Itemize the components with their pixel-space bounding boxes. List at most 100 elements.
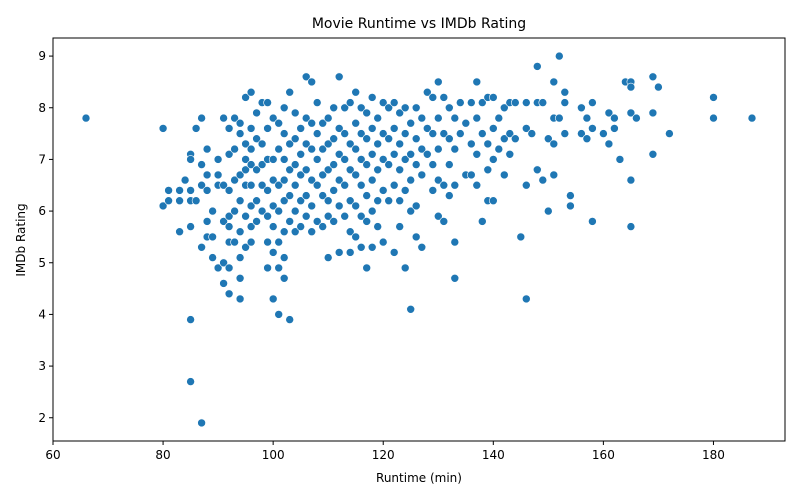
data-point: [323, 211, 333, 221]
data-point: [197, 243, 206, 252]
data-point: [521, 180, 531, 190]
data-point: [279, 196, 289, 205]
data-point: [477, 98, 487, 107]
data-point: [422, 124, 432, 133]
data-point: [197, 418, 206, 428]
data-point: [367, 206, 377, 216]
data-point: [224, 289, 234, 299]
data-point: [334, 175, 344, 185]
data-point: [367, 243, 377, 252]
data-point: [400, 129, 410, 138]
data-point: [290, 180, 300, 190]
data-point: [709, 113, 718, 123]
data-point: [599, 129, 608, 138]
data-point: [334, 150, 344, 159]
data-point: [252, 196, 261, 205]
plot-area-frame: [52, 37, 786, 442]
y-tick-label: 7: [38, 152, 46, 166]
data-point: [318, 144, 328, 154]
data-point: [252, 108, 261, 118]
data-point: [241, 165, 250, 175]
data-point: [521, 124, 531, 133]
y-tick-label: 3: [38, 359, 46, 373]
data-point: [516, 232, 526, 242]
data-point: [268, 175, 278, 185]
data-point: [351, 118, 361, 128]
data-point: [450, 144, 460, 154]
data-point: [543, 206, 553, 216]
data-point: [499, 103, 509, 113]
data-point: [252, 165, 261, 175]
data-point: [477, 217, 487, 226]
data-point: [290, 206, 300, 216]
data-point: [588, 98, 597, 107]
data-point: [351, 170, 361, 180]
data-point: [356, 180, 366, 190]
data-point: [175, 186, 184, 195]
data-point: [428, 160, 438, 169]
data-point: [554, 113, 564, 123]
data-point: [411, 232, 421, 242]
data-point: [230, 237, 239, 247]
y-tick-label: 8: [38, 101, 46, 115]
data-point: [433, 175, 443, 185]
data-point: [235, 273, 245, 283]
data-point: [340, 103, 350, 113]
data-point: [444, 191, 454, 200]
data-point: [81, 113, 91, 123]
data-point: [186, 315, 195, 324]
data-point: [329, 186, 339, 195]
data-point: [351, 87, 361, 97]
x-tick-label: 80: [155, 448, 170, 462]
data-point: [274, 237, 284, 247]
data-point: [389, 150, 399, 159]
data-point: [285, 87, 295, 97]
data-point: [455, 98, 465, 107]
data-point: [395, 139, 405, 149]
data-point: [202, 170, 212, 180]
data-point: [560, 129, 570, 138]
data-point: [400, 103, 410, 113]
data-point: [389, 248, 399, 257]
data-point: [301, 165, 311, 175]
data-point: [604, 108, 614, 118]
data-point: [219, 217, 228, 226]
data-point: [345, 98, 355, 107]
data-point: [450, 237, 460, 247]
data-point: [158, 201, 168, 211]
data-point: [340, 211, 350, 221]
data-point: [180, 175, 190, 185]
data-point: [334, 124, 344, 133]
data-point: [362, 134, 372, 143]
data-point: [279, 129, 289, 138]
data-point: [378, 155, 388, 164]
data-point: [285, 191, 295, 200]
data-point: [433, 113, 443, 123]
data-point: [312, 129, 322, 138]
data-point: [455, 129, 465, 138]
data-point: [665, 129, 674, 138]
data-point: [340, 180, 350, 190]
data-point: [367, 150, 377, 159]
data-point: [466, 139, 476, 149]
data-point: [610, 113, 619, 123]
data-point: [488, 124, 498, 133]
data-point: [197, 160, 206, 169]
data-point: [263, 186, 272, 195]
y-axis-label: IMDb Rating: [14, 203, 28, 276]
data-point: [604, 139, 614, 149]
data-point: [560, 98, 570, 107]
data-point: [323, 139, 333, 149]
data-point: [318, 191, 328, 200]
data-point: [224, 211, 234, 221]
data-point: [577, 129, 586, 138]
x-tick-label: 160: [592, 448, 615, 462]
data-point: [312, 98, 322, 107]
data-point: [263, 237, 272, 247]
data-point: [378, 237, 388, 247]
data-point: [279, 103, 289, 113]
data-point: [279, 175, 289, 185]
data-point: [356, 211, 366, 221]
data-point: [219, 279, 228, 288]
data-point: [400, 263, 410, 273]
